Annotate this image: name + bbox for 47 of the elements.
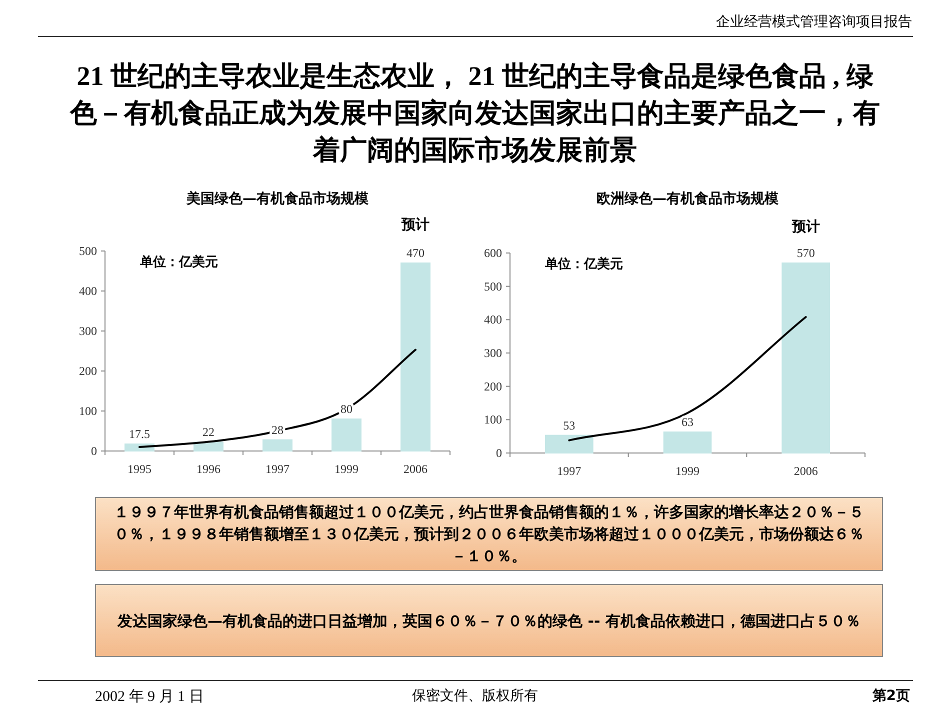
text: 发达国家绿色—有机食品的进口日益增加，英国６０％－７０％的绿色 -- 有机食品依赖进口，德国进口占５０％: [95, 584, 883, 657]
x-tick-label: 1999: [676, 464, 700, 478]
text: 2002 年 9 月 1 日: [95, 688, 204, 706]
chart-title: 美国绿色—有机食品市场规模: [186, 190, 370, 207]
x-tick-label: 1997: [266, 462, 290, 476]
bar: [194, 442, 224, 452]
bar: [663, 432, 712, 454]
text: １９９７年世界有机食品销售额超过１００亿美元，约占世界食品销售额的１％，许多国家的增长率达２０％－５０％，１９９８年销售额增至１３０亿美元，预计到２００６年欧美市场将超过１０００亿美元，市场份额达６％－１０％。: [95, 497, 883, 571]
x-tick-label: 1996: [196, 462, 220, 476]
text: 21 世纪的主导农业是生态农业， 21 世纪的主导食品是绿色食品 , 绿色－有机食品正成为发展中国家向发达国家出口的主要产品之一，有着广阔的国际市场发展前景: [70, 60, 880, 167]
y-tick-label: 0: [91, 444, 97, 458]
y-tick-label: 200: [79, 364, 97, 378]
text: 企业经营模式管理咨询项目报告: [716, 13, 912, 31]
data-label: 570: [796, 246, 815, 260]
y-tick-label: 500: [484, 279, 502, 294]
data-label: 63: [682, 415, 694, 429]
y-tick-label: 600: [484, 246, 502, 260]
bar: [400, 262, 430, 452]
y-tick-label: 100: [79, 404, 97, 418]
bar: [545, 434, 594, 454]
text: 预计: [400, 217, 430, 233]
x-tick-label: 1999: [334, 462, 358, 476]
bar: [782, 262, 830, 454]
data-label: 53: [563, 418, 576, 432]
y-tick-label: 400: [484, 312, 502, 327]
y-tick-label: 100: [484, 412, 502, 427]
text: 预计: [790, 219, 820, 235]
y-tick-label: 200: [484, 379, 502, 394]
x-tick-label: 2006: [794, 464, 818, 478]
data-label: 470: [406, 246, 424, 260]
text: 保密文件、版权所有: [412, 688, 538, 704]
x-tick-label: 1995: [128, 462, 152, 476]
y-tick-label: 300: [484, 346, 502, 360]
bar: [262, 439, 292, 452]
data-label: 22: [202, 425, 214, 440]
annotation: 单位：亿美元: [544, 256, 623, 272]
y-tick-label: 0: [496, 446, 502, 460]
data-label: 17.5: [129, 427, 150, 441]
chart-title: 欧洲绿色—有机食品市场规模: [596, 190, 780, 207]
text: 第2页: [872, 687, 910, 705]
y-tick-label: 400: [79, 284, 97, 298]
x-tick-label: 1997: [557, 464, 582, 478]
y-tick-label: 300: [79, 324, 97, 338]
annotation: 单位：亿美元: [139, 254, 218, 270]
y-tick-label: 500: [79, 244, 97, 258]
x-tick-label: 2006: [404, 462, 428, 476]
bar: [332, 418, 362, 452]
